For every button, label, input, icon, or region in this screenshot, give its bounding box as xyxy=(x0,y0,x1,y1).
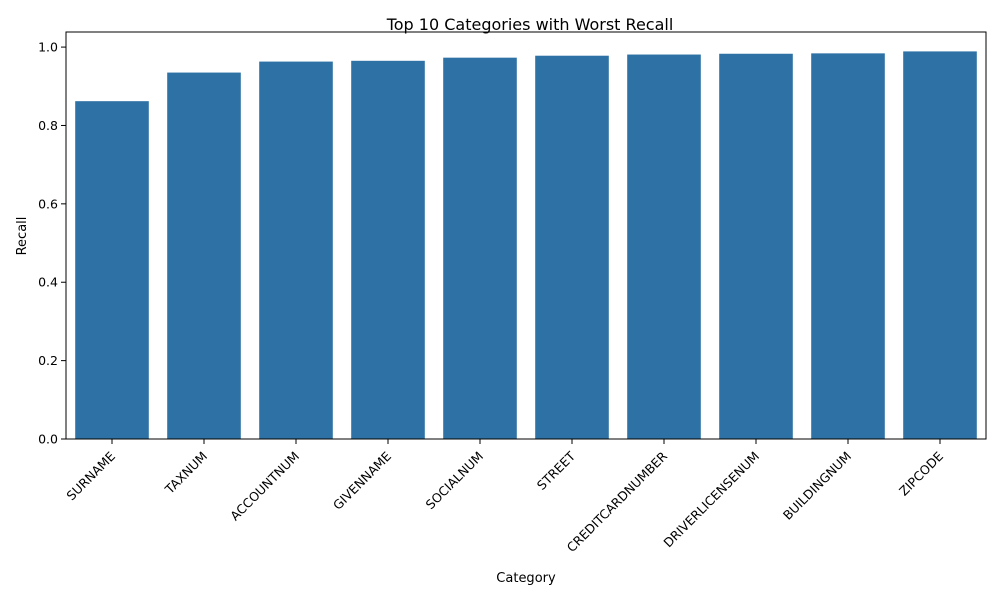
bar-socialnum xyxy=(443,57,517,439)
x-tick-label: CREDITCARDNUMBER xyxy=(564,448,671,555)
x-tick-label: STREET xyxy=(534,448,579,493)
bar-accountnum xyxy=(259,61,333,440)
bar-street xyxy=(535,55,609,440)
x-tick-label: ACCOUNTNUM xyxy=(227,449,302,524)
y-tick-label: 0.6 xyxy=(38,196,58,211)
y-ticks: 0.0 0.2 0.4 0.6 0.8 1.0 xyxy=(38,40,66,447)
y-tick-label: 1.0 xyxy=(38,40,58,55)
x-ticks: SURNAME TAXNUM ACCOUNTNUM GIVENNAME SOCIALNU… xyxy=(63,439,946,555)
x-axis-label: Category xyxy=(496,571,556,586)
x-tick-label: SOCIALNUM xyxy=(422,449,486,513)
bar-taxnum xyxy=(167,72,241,439)
x-tick-label: ZIPCODE xyxy=(896,448,946,498)
y-axis-label: Recall xyxy=(15,217,30,256)
y-tick-label: 0.8 xyxy=(38,118,58,133)
bars-group xyxy=(75,51,977,440)
x-tick-label: TAXNUM xyxy=(161,449,210,498)
y-tick-label: 0.2 xyxy=(38,353,58,368)
chart-title: Top 10 Categories with Worst Recall xyxy=(386,15,674,34)
bar-givenname xyxy=(351,60,425,440)
x-tick-label: DRIVERLICENSENUM xyxy=(660,449,762,551)
x-tick-label: BUILDINGNUM xyxy=(780,449,854,523)
plot-frame xyxy=(65,31,987,440)
x-tick-label: SURNAME xyxy=(63,448,118,503)
bar-surname xyxy=(75,101,149,439)
bar-buildingnum xyxy=(811,53,885,440)
x-tick-label: GIVENNAME xyxy=(330,448,394,512)
bar-driverlicensenum xyxy=(719,53,793,439)
bar-creditcardnumber xyxy=(627,54,701,439)
y-tick-label: 0.0 xyxy=(38,432,58,447)
bar-zipcode xyxy=(903,51,977,439)
y-tick-label: 0.4 xyxy=(38,275,58,290)
